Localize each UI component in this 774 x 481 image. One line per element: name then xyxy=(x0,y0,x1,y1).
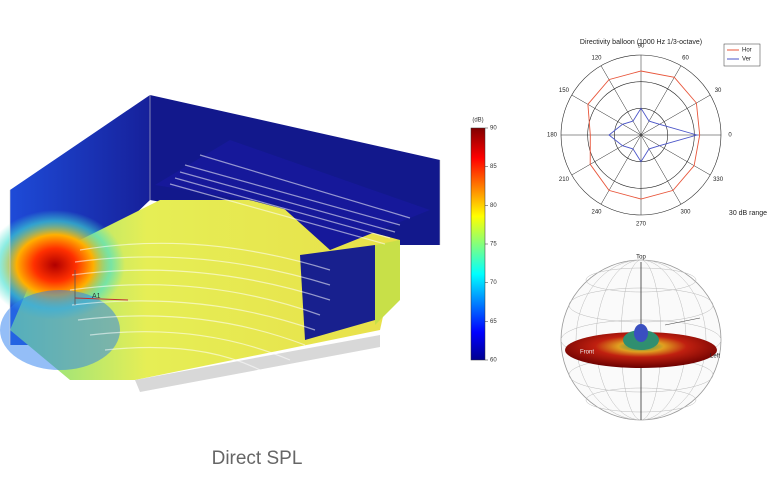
polar-spoke xyxy=(600,134,642,205)
colorbar: (dB) 60 65 70 75 80 85 90 xyxy=(470,118,497,364)
polar-line xyxy=(608,107,699,163)
polar-line xyxy=(587,70,701,200)
polar-spoke xyxy=(571,134,642,176)
polar-spoke xyxy=(640,94,711,136)
angle-label: 330 xyxy=(713,177,724,183)
colorbar-unit: (dB) xyxy=(472,118,483,124)
polar-spoke xyxy=(640,134,711,176)
angle-label: 60 xyxy=(682,56,689,62)
angle-label: 180 xyxy=(547,133,558,139)
angle-label: 210 xyxy=(559,177,570,183)
balloon-top: Top xyxy=(636,255,646,261)
colorbar-tick-label: 85 xyxy=(490,164,497,170)
polar-spoke xyxy=(571,94,642,136)
angle-label: 150 xyxy=(559,88,570,94)
balloon-render: Top Front Left xyxy=(560,255,722,421)
angle-label: 120 xyxy=(591,56,602,62)
colorbar-tick-label: 65 xyxy=(490,319,497,325)
angle-label: 30 xyxy=(715,88,722,94)
angle-label: 90 xyxy=(638,44,645,50)
colorbar-tick-label: 70 xyxy=(490,280,497,286)
polar-chart: Directivity balloon (1000 Hz 1/3-octave)… xyxy=(547,39,767,228)
colorbar-tick-label: 60 xyxy=(490,358,497,364)
angle-label: 0 xyxy=(728,133,732,139)
balloon-left: Left xyxy=(710,354,720,360)
range-label: 30 dB range xyxy=(729,210,767,217)
polar-spoke xyxy=(640,134,682,205)
colorbar-tick-label: 80 xyxy=(490,203,497,209)
colorbar-tick-label: 90 xyxy=(490,126,497,132)
colorbar-tick-label: 75 xyxy=(490,242,497,248)
angle-label: 240 xyxy=(591,210,602,216)
polar-spoke xyxy=(600,65,642,136)
hall-render: A1 xyxy=(0,95,441,392)
polar-title: Directivity balloon (1000 Hz 1/3-octave) xyxy=(580,39,702,46)
legend-label: Hor xyxy=(742,48,752,54)
angle-label: 270 xyxy=(636,222,647,228)
caption: Direct SPL xyxy=(212,448,303,469)
source-label: A1 xyxy=(92,293,101,300)
colorbar-scale xyxy=(470,127,486,361)
legend-label: Ver xyxy=(742,57,751,63)
angle-label: 300 xyxy=(680,210,691,216)
balloon-front: Front xyxy=(580,350,594,356)
